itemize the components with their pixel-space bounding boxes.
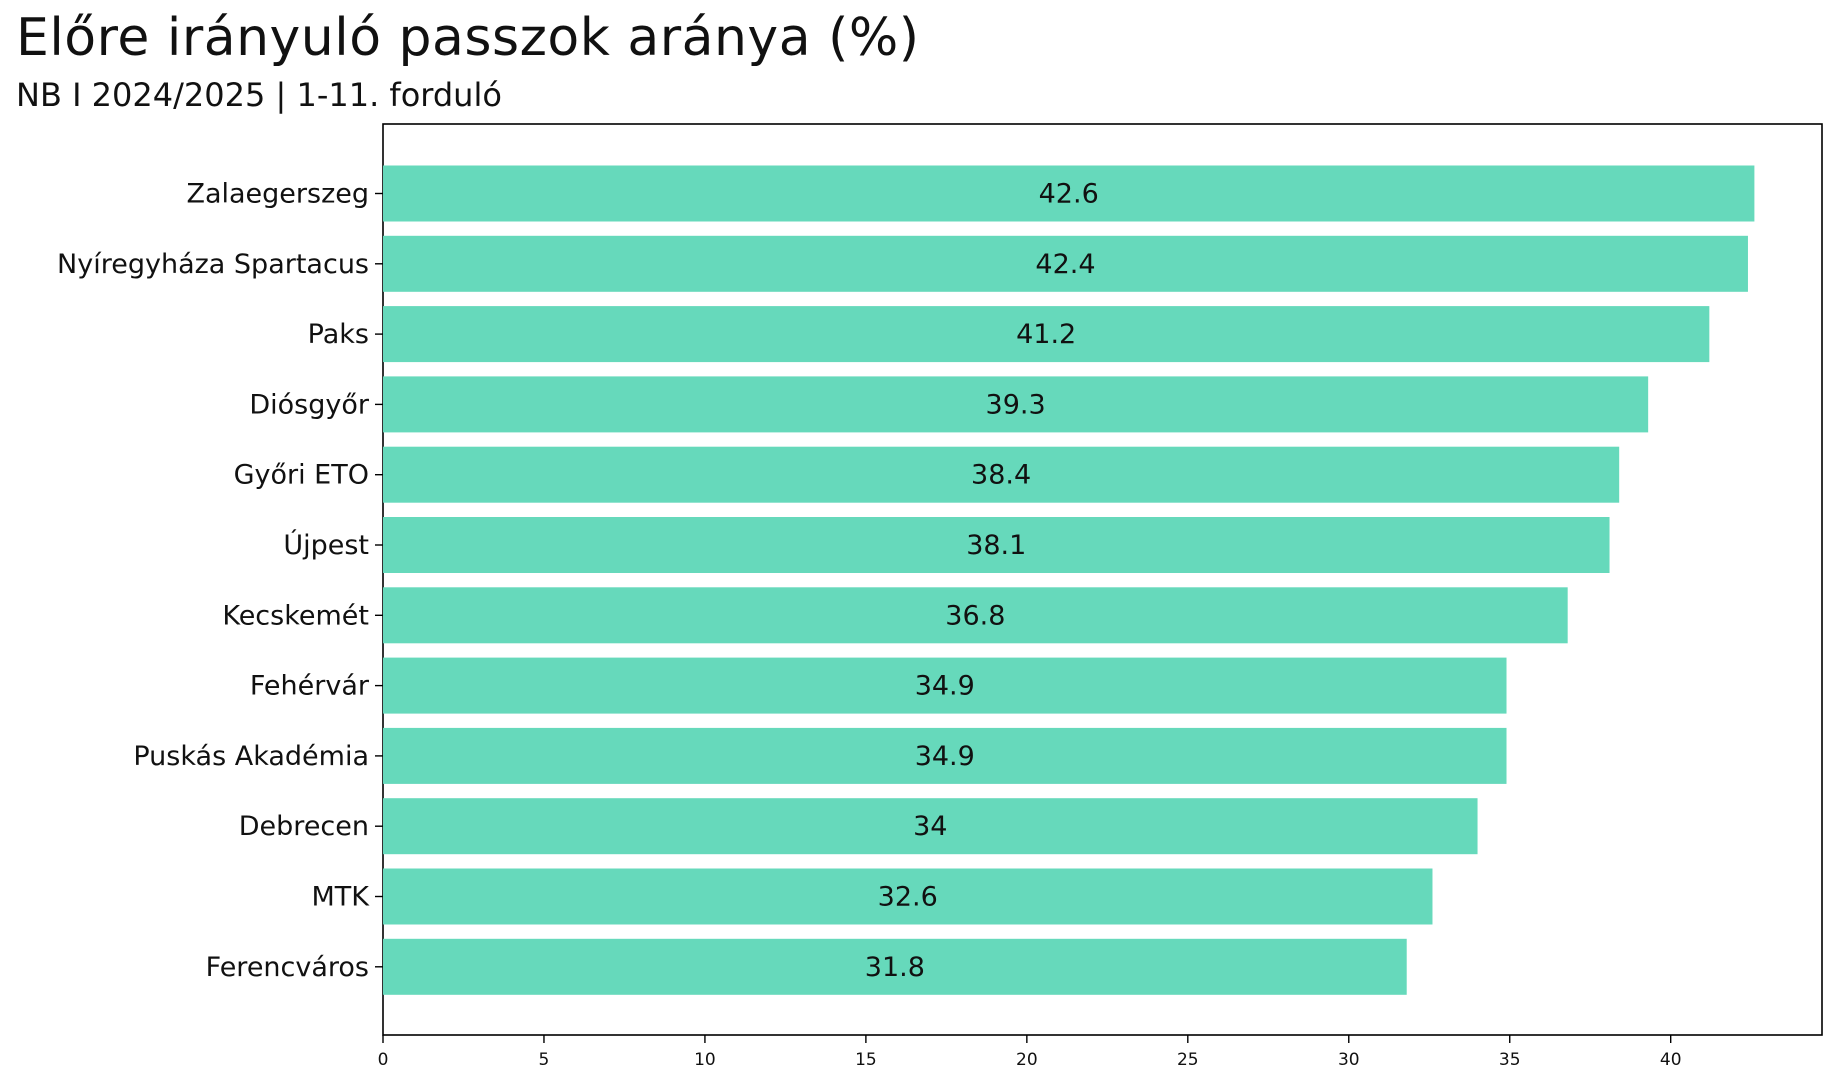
bar-value-label: 34 <box>913 811 947 842</box>
x-tick-label: 30 <box>1338 1050 1360 1070</box>
bar <box>383 868 1433 925</box>
x-tick-label: 5 <box>539 1050 550 1070</box>
category-label: Nyíregyháza Spartacus <box>57 249 369 280</box>
bar <box>383 517 1610 573</box>
x-tick-label: 40 <box>1660 1050 1682 1070</box>
bars-layer: 42.6 42.4 41.2 39.3 38.4 38.1 36.8 34.9 34.9 34 32… <box>383 165 1755 995</box>
bar <box>383 446 1620 503</box>
category-label: Puskás Akadémia <box>133 741 369 772</box>
chart-subtitle: NB I 2024/2025 | 1-11. forduló <box>16 76 502 114</box>
bar <box>383 798 1478 855</box>
plot-frame <box>382 123 1823 1036</box>
category-label: Fehérvár <box>250 671 370 702</box>
category-label: MTK <box>312 882 371 913</box>
bar-value-label: 41.2 <box>1016 319 1076 350</box>
category-label: Diósgyőr <box>249 389 370 420</box>
bar <box>383 938 1407 995</box>
bar <box>383 727 1507 784</box>
category-label: Paks <box>308 319 369 350</box>
bar-value-label: 34.9 <box>915 741 975 772</box>
bar-value-label: 36.8 <box>945 600 1005 631</box>
category-label: Ferencváros <box>206 952 369 983</box>
bar-value-label: 42.6 <box>1039 179 1099 210</box>
chart-title: Előre irányuló passzok aránya (%) <box>16 8 920 68</box>
category-label: Győri ETO <box>234 460 369 491</box>
bar <box>383 657 1507 714</box>
category-label: Zalaegerszeg <box>186 179 369 210</box>
x-tick-label: 0 <box>378 1050 389 1070</box>
bar <box>383 376 1649 433</box>
bar <box>383 235 1748 292</box>
category-label: Debrecen <box>239 811 369 842</box>
x-tick-label: 35 <box>1499 1050 1521 1070</box>
x-tick-label: 20 <box>1016 1050 1038 1070</box>
bar-value-label: 38.1 <box>966 530 1026 561</box>
bar-value-label: 31.8 <box>865 952 925 983</box>
bar-value-label: 38.4 <box>971 460 1031 491</box>
bar <box>383 587 1568 644</box>
x-axis: 0 5 10 15 20 25 30 35 40 <box>378 1035 1682 1070</box>
x-tick-label: 25 <box>1177 1050 1199 1070</box>
bar-value-label: 39.3 <box>986 389 1046 420</box>
x-tick-label: 15 <box>855 1050 877 1070</box>
category-label: Kecskemét <box>222 600 369 631</box>
bar-value-label: 42.4 <box>1035 249 1095 280</box>
bar <box>383 306 1710 363</box>
bar <box>383 165 1755 222</box>
x-tick-label: 10 <box>694 1050 716 1070</box>
bar-value-label: 34.9 <box>915 671 975 702</box>
y-axis: Zalaegerszeg Nyíregyháza Spartacus Paks Dió… <box>57 179 383 983</box>
bar-value-label: 32.6 <box>878 882 938 913</box>
category-label: Újpest <box>283 529 369 561</box>
